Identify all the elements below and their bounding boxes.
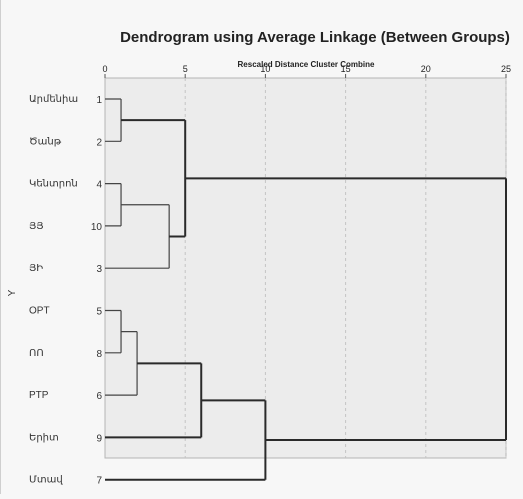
leaf-id: 7 <box>96 476 102 487</box>
leaf-id: 8 <box>96 349 102 360</box>
plot-background <box>104 77 507 459</box>
leaf-label: Երիտ <box>29 432 59 443</box>
x-tick-label: 25 <box>501 64 511 74</box>
leaf-id: 2 <box>96 137 102 148</box>
leaf-label: ՅԻ <box>29 263 43 274</box>
leaf-label: Արմենիա <box>29 94 78 105</box>
leaf-label: Մտավ <box>29 475 63 486</box>
leaf-id: 6 <box>96 391 102 402</box>
leaf-label: Կենտրոն <box>29 179 78 190</box>
leaf-label: PTP <box>29 390 49 401</box>
x-tick-label: 15 <box>341 64 351 74</box>
x-axis-label: Rescaled Distance Cluster Combine <box>238 60 375 69</box>
leaf-label: ՈՈ <box>29 348 44 359</box>
y-axis-label: Y <box>7 289 18 296</box>
leaf-id: 4 <box>96 180 102 191</box>
x-tick-label: 10 <box>260 64 270 74</box>
leaf-label: ՅՅ <box>29 221 44 232</box>
leaf-label: Ծանթ <box>29 136 62 147</box>
x-tick-label: 5 <box>183 64 188 74</box>
x-tick-label: 0 <box>102 64 107 74</box>
leaf-id: 10 <box>91 222 103 233</box>
leaf-id: 5 <box>96 307 102 318</box>
x-tick-label: 20 <box>421 64 431 74</box>
leaf-label: OPT <box>29 306 50 317</box>
plot-area: 0 5 10 15 20 25 Արմենիա 1 Ծանթ 2 Կենտրոն 4 ՅՅ 10 ՅԻ 3 OP… <box>29 64 511 487</box>
leaf-id: 9 <box>96 433 102 444</box>
leaf-id: 3 <box>96 264 102 275</box>
leaf-id: 1 <box>96 95 102 106</box>
chart-title: Dendrogram using Average Linkage (Betwee… <box>120 29 510 46</box>
